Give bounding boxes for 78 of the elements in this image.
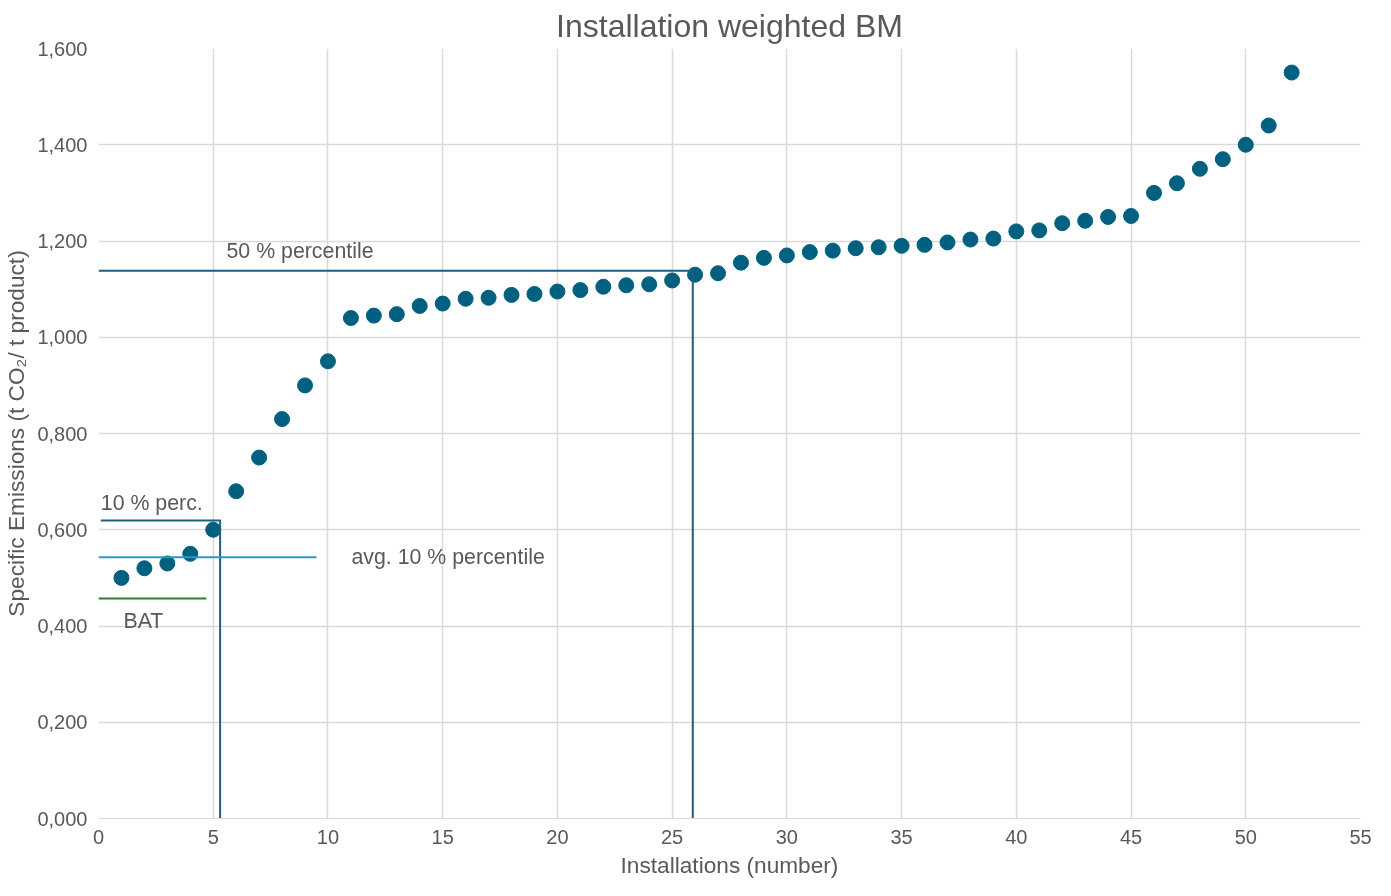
x-tick-label: 35 <box>890 825 913 848</box>
y-tick-label: 1,000 <box>37 326 88 349</box>
point <box>411 297 428 314</box>
chart-title: Installation weighted BM <box>556 7 903 44</box>
x-tick-label: 55 <box>1349 825 1372 848</box>
point <box>664 272 681 289</box>
point <box>365 307 382 324</box>
series-label: 10 % perc. <box>100 490 203 515</box>
x-tick-label: 5 <box>207 825 219 848</box>
point <box>1054 215 1071 232</box>
x-tick-label: 45 <box>1119 825 1143 848</box>
point <box>1031 222 1048 239</box>
point <box>1145 184 1162 201</box>
point <box>113 569 130 586</box>
point <box>319 353 336 370</box>
point <box>893 237 910 254</box>
point <box>251 449 268 466</box>
point <box>1100 208 1117 225</box>
point <box>159 555 176 572</box>
x-tick-label: 40 <box>1005 825 1028 848</box>
point <box>457 290 474 307</box>
point <box>1237 136 1254 153</box>
point <box>1008 223 1025 240</box>
point <box>205 521 222 538</box>
y-tick-label: 0,800 <box>37 422 88 445</box>
y-axis-title: Specific Emissions (t CO₂/ t product) <box>3 250 30 617</box>
point <box>1168 175 1185 192</box>
point <box>710 265 727 282</box>
point <box>985 230 1002 247</box>
y-tick-label: 1,200 <box>37 230 88 252</box>
x-tick-label: 15 <box>431 825 454 848</box>
point <box>916 236 933 253</box>
point <box>388 306 405 323</box>
point <box>274 411 291 428</box>
point <box>572 282 589 299</box>
point <box>870 239 887 256</box>
y-tick-label: 0,400 <box>37 615 88 637</box>
x-tick-label: 50 <box>1234 825 1257 848</box>
x-axis-title: Installations (number) <box>620 851 839 878</box>
series-label: avg. 10 % percentile <box>351 545 545 570</box>
y-tick-label: 0,200 <box>37 711 88 734</box>
point <box>297 377 314 394</box>
point <box>1077 212 1094 229</box>
y-tick-label: 0,000 <box>37 807 88 830</box>
point <box>595 278 612 295</box>
y-tick-label: 1,600 <box>37 37 88 60</box>
x-tick-label: 0 <box>92 825 105 848</box>
point <box>549 283 566 300</box>
point <box>228 483 245 500</box>
x-tick-label: 30 <box>775 825 798 848</box>
y-tick-label: 0,600 <box>37 518 88 541</box>
point <box>778 247 795 264</box>
point <box>526 285 543 302</box>
point <box>434 295 451 312</box>
point <box>939 234 956 251</box>
x-tick-label: 25 <box>661 825 684 848</box>
point <box>732 254 749 271</box>
point <box>824 242 841 259</box>
point <box>801 244 818 261</box>
point <box>503 286 520 303</box>
point <box>136 560 153 577</box>
point <box>1214 151 1231 168</box>
point <box>755 249 772 266</box>
point <box>480 289 497 306</box>
point <box>1123 207 1140 224</box>
series-label: BAT <box>123 608 164 633</box>
point <box>962 231 979 248</box>
point <box>1260 117 1277 134</box>
point <box>1191 160 1208 177</box>
x-tick-label: 20 <box>546 825 569 848</box>
x-tick-label: 10 <box>316 825 340 848</box>
point <box>847 240 864 257</box>
point <box>641 276 658 293</box>
point <box>1283 64 1300 81</box>
y-tick-label: 1,400 <box>37 133 88 156</box>
point <box>342 310 359 326</box>
point <box>618 277 635 294</box>
series-label: 50 % percentile <box>226 238 374 263</box>
